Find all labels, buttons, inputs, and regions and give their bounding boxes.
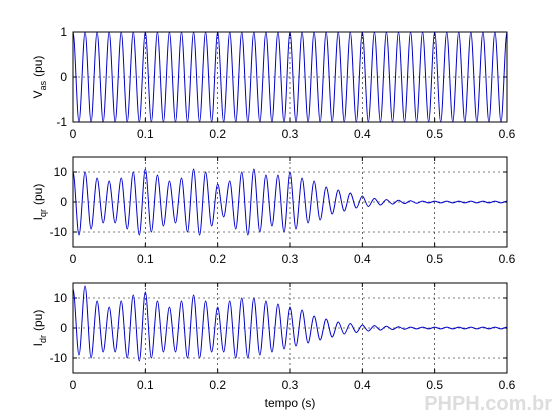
y-label-sub: dr: [38, 335, 48, 343]
x-tick-label: 0.2: [209, 252, 226, 266]
x-tick-label: 0.3: [282, 378, 299, 392]
y-label-main: I: [31, 217, 45, 220]
x-tick-label: 0.6: [499, 378, 516, 392]
y-tick-label: 10: [54, 291, 68, 305]
y-axis-label: Iqr (pu): [31, 184, 48, 221]
x-tick-label: 0.4: [354, 378, 371, 392]
y-axis-label: Vas (pu): [31, 56, 48, 99]
axes-border: [72, 282, 508, 374]
x-tick-label: 0.2: [209, 378, 226, 392]
y-tick-label: 0: [60, 70, 67, 84]
y-tick-label: 0: [60, 195, 67, 209]
x-tick-label: 0.1: [137, 127, 154, 141]
x-tick-label: 0: [70, 378, 77, 392]
plot-area: [73, 285, 507, 362]
axes-border: [72, 31, 508, 123]
x-tick-label: 0: [70, 127, 77, 141]
x-tick-label: 0.5: [426, 378, 443, 392]
y-tick-label: -10: [50, 225, 68, 239]
y-tick-label: -10: [50, 351, 68, 365]
axes-border: [72, 156, 508, 248]
x-tick-label: 0.1: [137, 378, 154, 392]
y-label-main: V: [31, 90, 45, 98]
x-axis-label: tempo (s): [265, 396, 316, 410]
x-tick-label: 0: [70, 252, 77, 266]
x-tick-label: 0.6: [499, 252, 516, 266]
watermark: PHPH.com.br: [424, 393, 552, 415]
y-tick-label: 0: [60, 321, 67, 335]
y-tick-label: 1: [60, 25, 67, 39]
x-tick-label: 0.3: [282, 252, 299, 266]
y-tick-label: -1: [56, 115, 67, 129]
x-tick-label: 0.5: [426, 127, 443, 141]
signal-line: [73, 285, 507, 362]
x-tick-label: 0.3: [282, 127, 299, 141]
x-tick-label: 0.4: [354, 252, 371, 266]
y-tick-label: 10: [54, 165, 68, 179]
x-tick-label: 0.5: [426, 252, 443, 266]
y-label-sub: as: [38, 80, 48, 90]
y-label-unit: (pu): [31, 184, 45, 205]
y-label-unit: (pu): [31, 310, 45, 331]
y-label-main: I: [31, 343, 45, 346]
x-tick-label: 0.2: [209, 127, 226, 141]
y-label-sub: qr: [38, 209, 48, 217]
x-tick-label: 0.6: [499, 127, 516, 141]
x-tick-label: 0.4: [354, 127, 371, 141]
y-axis-label: Idr (pu): [31, 310, 48, 347]
signal-line: [73, 168, 507, 236]
x-tick-label: 0.1: [137, 252, 154, 266]
y-label-unit: (pu): [31, 56, 45, 77]
plot-area: [73, 168, 507, 236]
